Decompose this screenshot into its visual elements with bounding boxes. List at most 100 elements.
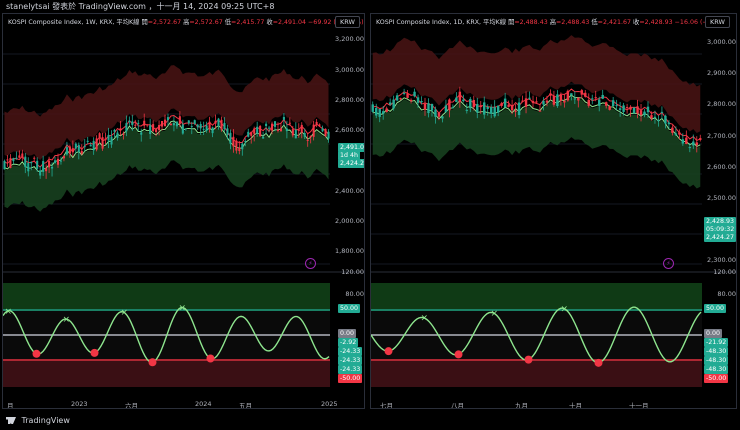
candle-body [98,133,101,139]
candle-body [629,106,632,110]
currency-button[interactable]: KRW [705,16,730,28]
footer: TradingView [0,412,740,430]
candle-body [604,102,608,106]
candle-body [378,108,381,117]
price-tick: 1,800.00 [335,247,364,255]
price-tick: 3,000.00 [707,38,736,46]
candle-body [77,144,80,153]
candle-body [538,110,542,112]
legend-low-label: 低 [591,19,598,26]
candle-body [30,161,33,164]
candle-body [371,104,374,112]
candle-body [65,147,68,155]
candle-body [291,129,294,136]
candle-body [625,107,629,109]
last-price-tag: 2,428.93 [704,217,736,226]
candle-body [486,106,489,109]
candle-body [68,146,71,154]
candle-body [214,120,217,124]
candle-body [128,120,131,122]
candle-body [45,167,48,172]
candle-body [220,119,223,130]
lower-band [4,122,329,212]
x-tick: 六月 [125,402,138,409]
candle-body [608,106,611,110]
cross-marker-icon: × [561,304,569,314]
legend-symbol: KOSPI Composite Index, 1D, KRX, [376,19,482,26]
candle-body [570,93,573,96]
candle-body [549,93,552,96]
legend-high-label: 高 [549,19,557,26]
daily-chart-canvas[interactable]: × × × [371,14,737,409]
candle-body [71,148,74,153]
publish-header: stanelytsai 發表於 TradingView.com ，十一月 14,… [0,0,740,13]
candle-body [416,97,420,103]
weekly-chart-pane[interactable]: × × × × KOSPI Composite Index, 1W, KRX, 平均K… [2,13,365,409]
candle-body [469,98,472,109]
legend-close: =2,428.93 [639,19,673,26]
candle-body [476,104,479,113]
candle-body [577,97,580,101]
ma-price-tag: 2,424.27 [338,159,364,168]
osc-tag-upper: 50.00 [338,304,361,313]
candle-body [664,115,667,124]
candle-body [528,97,531,99]
candle-body [262,136,265,139]
x-tick: 2024 [195,400,212,408]
candle-body [531,100,535,104]
x-tick: 十一月 [629,402,649,409]
candle-body [42,161,45,172]
price-tick: 3,000.00 [335,66,364,74]
candle-body [202,128,205,130]
candle-body [496,105,500,113]
legend-high: =2,572.67 [189,19,223,26]
osc-oversold-zone [3,359,330,387]
price-tick: 2,700.00 [707,132,736,140]
candle-body [479,105,482,108]
candle-body [15,157,18,159]
candle-body [521,100,524,102]
bolt-icon[interactable]: ⚡ [305,258,316,269]
price-tick: 2,600.00 [335,126,364,134]
dot-marker-icon [384,347,393,356]
candle-body [375,107,378,116]
x-tick: 五月 [239,402,252,409]
currency-button[interactable]: KRW [335,16,360,28]
daily-chart-pane[interactable]: × × × KOSPI Composite Index, 1D, KRX, 平均K線… [370,13,737,409]
candle-body [297,129,300,131]
oscillator-line [371,306,702,364]
candle-body [62,156,65,159]
osc-tag-upper: 50.00 [704,304,727,313]
candle-body [18,155,21,158]
bolt-icon[interactable]: ⚡ [663,258,674,269]
weekly-chart-canvas[interactable]: × × × × [3,14,365,409]
candle-body [181,124,184,134]
candle-body [597,99,601,106]
cross-marker-icon: × [5,307,13,317]
legend-change: −16.06 (−0.66%) [674,19,731,26]
candle-body [632,107,636,114]
osc-tick: 120.00 [341,268,364,276]
candle-body [122,133,125,135]
candle-body [465,109,469,111]
candle-body [441,116,444,119]
candle-body [12,158,15,162]
candle-body [688,147,692,149]
osc-oversold-zone [371,359,702,387]
ma-price-tag: 2,424.27 [704,233,736,242]
price-tick: 2,500.00 [707,194,736,202]
legend-low-label: 低 [224,19,232,26]
osc-overbought-zone [3,283,330,311]
candle-body [657,120,660,122]
upper-band [4,65,329,161]
dot-marker-icon [90,348,99,357]
candle-body [636,106,639,114]
candle-body [430,103,434,111]
x-tick: 七月 [380,402,393,409]
candle-body [566,90,570,101]
candle-body [381,111,385,114]
candle-body [643,111,646,116]
candle-body [489,106,493,114]
candle-body [113,129,116,132]
candle-body [259,125,262,137]
